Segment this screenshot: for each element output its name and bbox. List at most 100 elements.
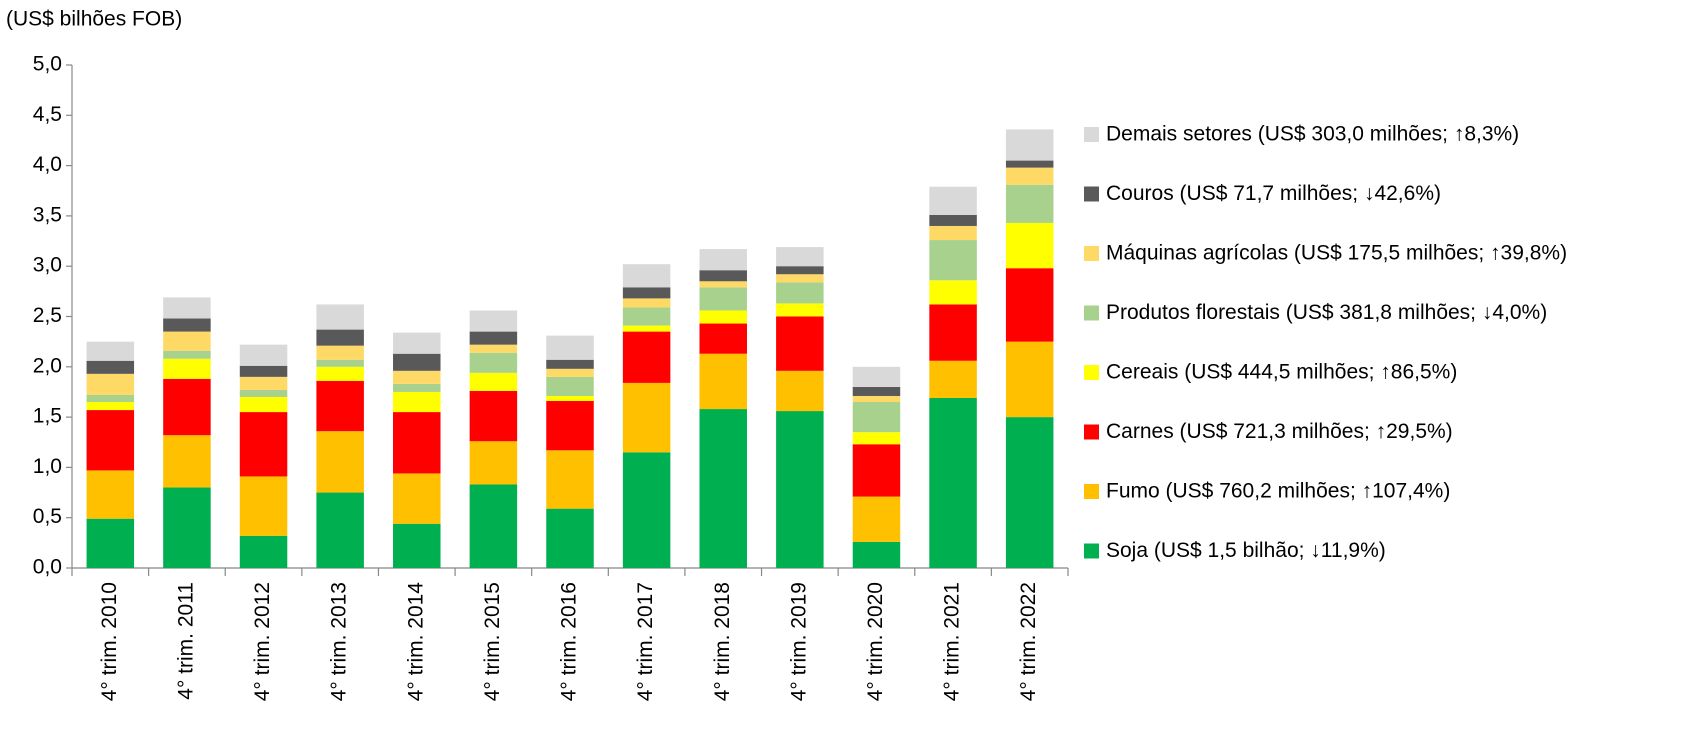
legend-swatch (1084, 424, 1099, 440)
x-tick-label: 4° trim. 2016 (558, 582, 581, 701)
bar-segment (622, 307, 671, 326)
bar-segment (393, 332, 441, 354)
bar-segment (622, 325, 671, 332)
legend-label: Couros (US$ 71,7 milhões; ↓42,6%) (1106, 182, 1441, 205)
bar-segment (393, 353, 441, 371)
bar-segment (86, 410, 135, 471)
bar-segment (469, 390, 518, 442)
bar-segment (699, 353, 747, 410)
x-tick-label: 4° trim. 2012 (251, 582, 274, 701)
bar-segment (622, 298, 671, 308)
bar-segment (163, 435, 211, 488)
legend-swatch (1084, 246, 1099, 261)
bar-segment (852, 402, 901, 433)
legend-swatch (1084, 543, 1099, 559)
bar-segment (852, 432, 901, 445)
bar-segment (699, 409, 747, 568)
y-tick-label: 5,0 (33, 53, 62, 76)
bar-segment (393, 412, 441, 474)
bar-segment (929, 240, 977, 281)
bar-segment (546, 401, 594, 451)
bar-segment (776, 303, 824, 317)
x-tick-label: 4° trim. 2018 (711, 582, 734, 701)
y-tick-label: 4,5 (33, 103, 62, 126)
bar-segment (316, 492, 364, 568)
bar-segment (163, 318, 211, 332)
bar-segment (163, 297, 211, 319)
y-tick-label: 4,0 (33, 153, 62, 176)
bar-segment (239, 535, 288, 568)
bar-segment (546, 368, 594, 377)
y-tick-label: 3,0 (33, 254, 62, 277)
bar-segment (163, 378, 211, 436)
legend-swatch (1084, 365, 1099, 380)
bar-segment (86, 402, 135, 411)
legend-label: Soja (US$ 1,5 bilhão; ↓11,9%) (1106, 539, 1386, 562)
bar-segment (852, 541, 901, 568)
bar-segment (546, 359, 594, 369)
bar-segment (316, 329, 364, 346)
bar-segment (776, 370, 824, 412)
bar-segment (86, 470, 135, 519)
bar-segment (393, 473, 441, 524)
y-tick-label: 3,5 (33, 203, 62, 226)
y-tick-label: 0,5 (33, 505, 62, 528)
x-tick-label: 4° trim. 2011 (174, 582, 197, 700)
bar-segment (622, 287, 671, 299)
bar-segment (929, 280, 977, 305)
bar-segment (86, 360, 135, 374)
y-axis-title: (US$ bilhões FOB) (6, 8, 182, 31)
bar-segment (86, 518, 135, 568)
bar-segment (546, 450, 594, 509)
bar-segment (622, 264, 671, 288)
bar-segment (929, 360, 977, 398)
bar-segment (852, 366, 901, 387)
y-tick-label: 0,0 (33, 556, 62, 579)
bar-segment (776, 274, 824, 283)
bar-segment (929, 397, 977, 568)
bar-segment (852, 395, 901, 403)
x-tick-label: 4° trim. 2020 (864, 582, 887, 701)
bar-segment (316, 359, 364, 367)
bar-segment (1005, 129, 1054, 161)
bar-segment (86, 341, 135, 361)
x-tick-label: 4° trim. 2014 (404, 582, 427, 702)
bar-segment (86, 394, 135, 403)
bar-segment (929, 225, 977, 241)
bar-segment (776, 247, 824, 267)
bar-segment (393, 523, 441, 568)
bar-segment (469, 441, 518, 485)
bar-segment (239, 365, 288, 377)
bar-segment (1005, 167, 1054, 185)
bar-segment (239, 396, 288, 413)
bar-segment (929, 304, 977, 361)
bar-segment (852, 386, 901, 396)
bar-segment (1005, 341, 1054, 418)
bar-segment (929, 186, 977, 215)
bar-segment (546, 395, 594, 402)
legend-swatch (1084, 186, 1099, 202)
bar-segment (699, 249, 747, 271)
x-tick-label: 4° trim. 2013 (328, 582, 351, 701)
bar-segment (699, 310, 747, 324)
bar-segment (852, 444, 901, 497)
x-tick-label: 4° trim. 2015 (481, 582, 504, 701)
bar-segment (316, 366, 364, 381)
legend-swatch (1084, 127, 1099, 142)
bar-segment (239, 376, 288, 390)
x-tick-label: 4° trim. 2019 (787, 582, 810, 701)
bar-segment (852, 496, 901, 542)
bar-segment (622, 382, 671, 453)
bar-segment (776, 316, 824, 371)
y-tick-label: 1,5 (33, 405, 62, 428)
x-tick-label: 4° trim. 2021 (941, 582, 964, 701)
bar-segment (316, 380, 364, 432)
bar-segment (469, 484, 518, 568)
bar-segment (1005, 184, 1054, 223)
bar-segment (1005, 160, 1054, 168)
bar-segment (546, 335, 594, 360)
bar-segment (469, 331, 518, 345)
bar-segment (929, 214, 977, 226)
legend-label: Demais setores (US$ 303,0 milhões; ↑8,3%… (1106, 123, 1519, 146)
